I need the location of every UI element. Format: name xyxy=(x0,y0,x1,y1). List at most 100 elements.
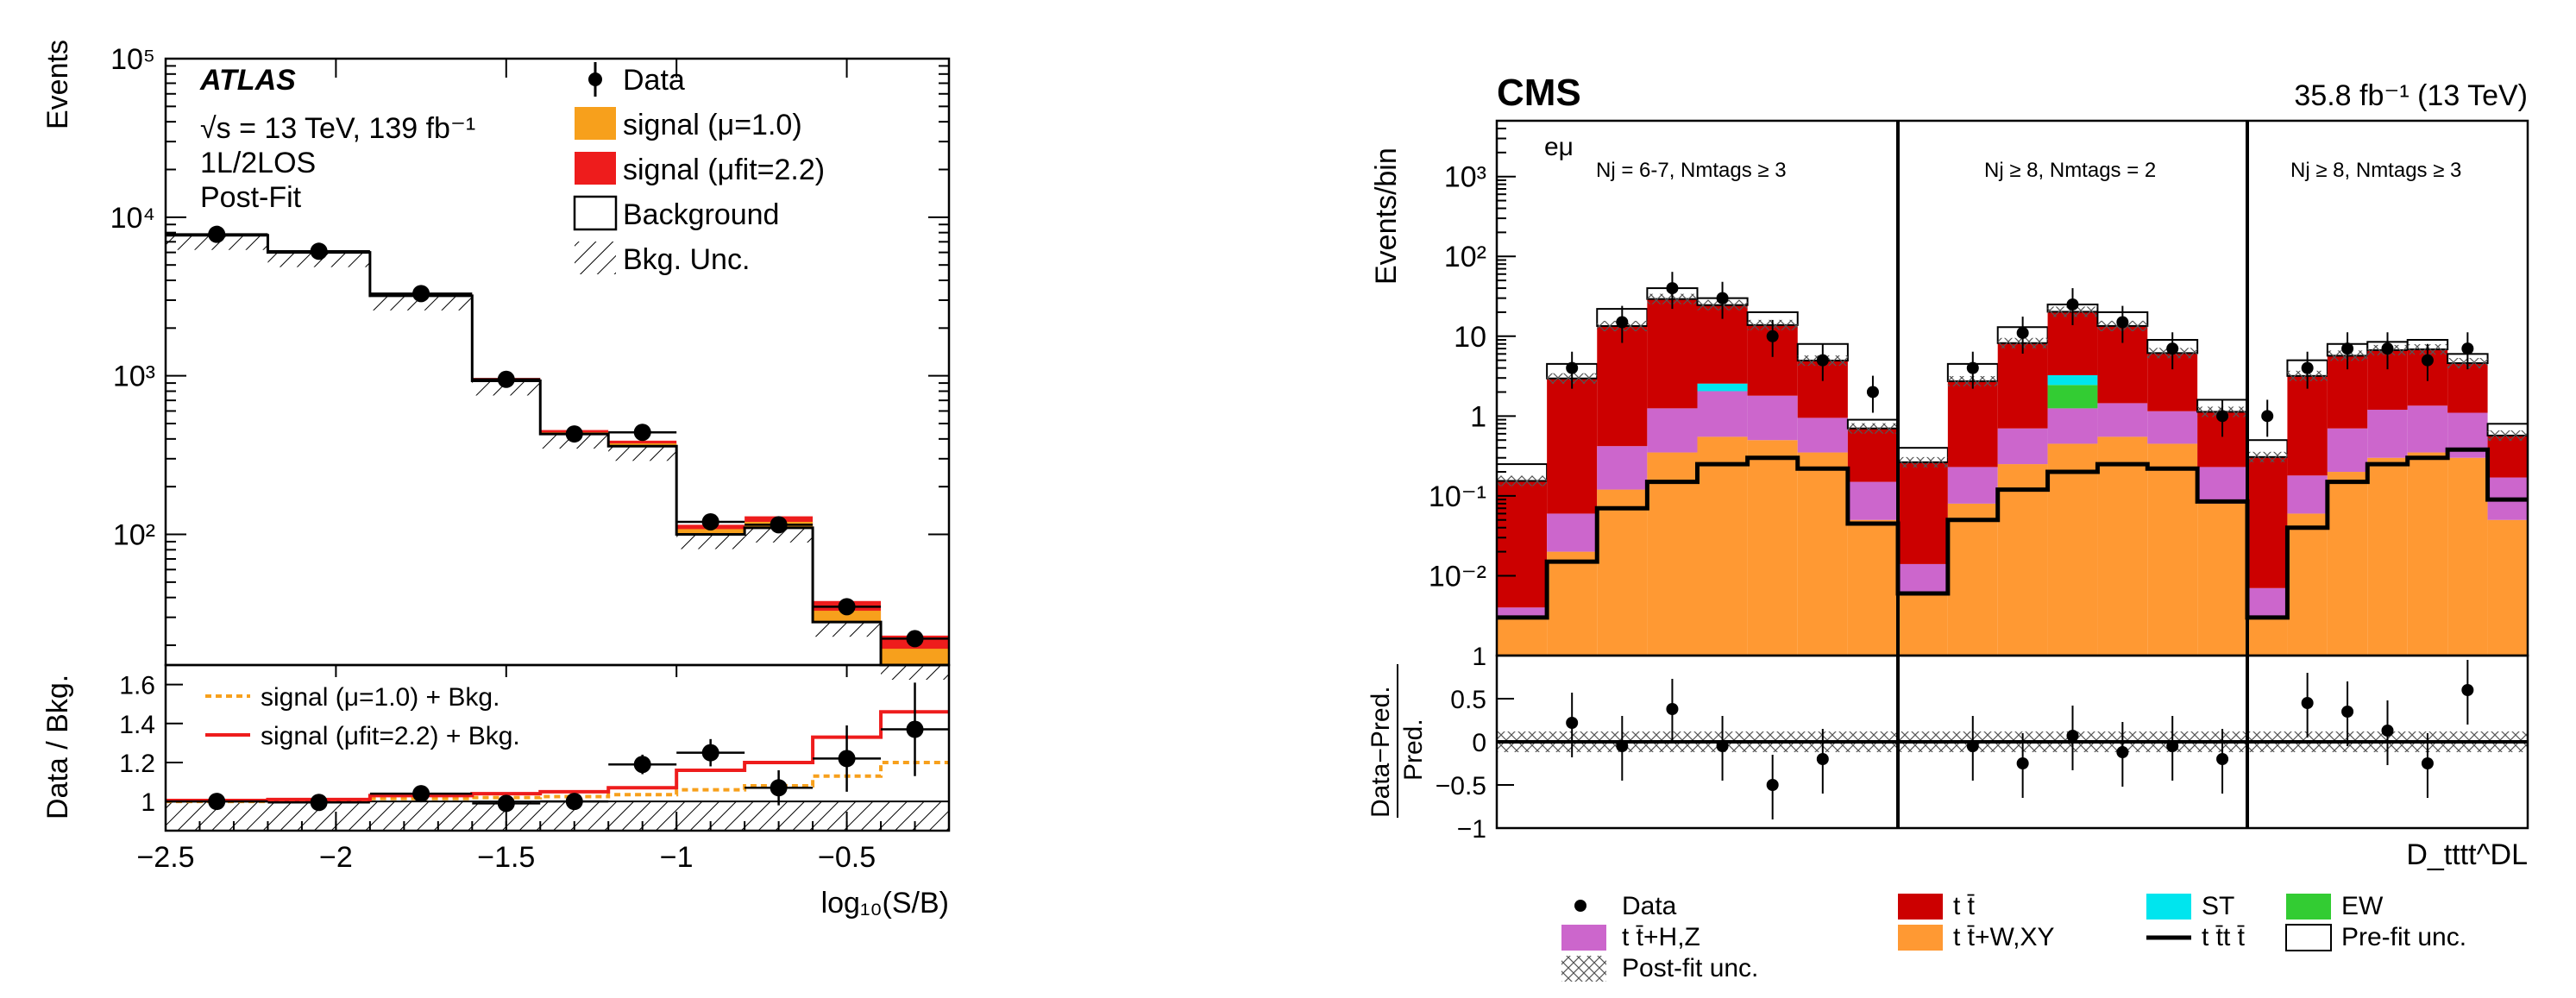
cms-legend-ttwxy-swatch xyxy=(1898,925,1943,951)
atlas-ratio-data-point xyxy=(633,756,651,774)
cms-ttwxy-bar xyxy=(1497,617,1548,656)
atlas-ratio-frame xyxy=(164,663,951,832)
cms-y-tick-label: 10⁻¹ xyxy=(1429,480,1486,513)
atlas-signal-mu1-bar xyxy=(813,611,882,623)
cms-ttwxy-bar xyxy=(1697,436,1748,656)
cms-legend-ew: EW xyxy=(2341,892,2384,920)
atlas-fit-state-label: Post-Fit xyxy=(200,181,302,214)
atlas-bkg-unc-band xyxy=(813,621,882,637)
atlas-ratio-legend-mu1: signal (μ=1.0) + Bkg. xyxy=(261,683,499,712)
cms-legend-tttt: t t̄t t̄ xyxy=(2202,923,2246,951)
cms-ttbar-bar xyxy=(1847,428,1898,482)
cms-ttwxy-bar xyxy=(1547,551,1598,656)
cms-ttwxy-bar xyxy=(1847,519,1898,656)
cms-ratio-data-point xyxy=(1766,779,1779,791)
cms-ttwxy-bar xyxy=(2287,513,2328,656)
cms-ratio-data-point xyxy=(2166,740,2179,752)
atlas-y-tick-label: 10³ xyxy=(113,361,155,393)
atlas-data-point xyxy=(838,598,856,616)
atlas-data-point xyxy=(565,425,583,443)
cms-postfit-unc-band xyxy=(1847,423,1898,434)
cms-ttwxy-bar xyxy=(2047,443,2098,656)
atlas-experiment-label: ATLAS xyxy=(199,64,296,97)
cms-tthz-bar xyxy=(1697,391,1748,437)
cms-ttwxy-bar xyxy=(2407,452,2448,656)
cms-ratio-data-point xyxy=(2016,757,2029,769)
cms-ratio-data-point xyxy=(2381,725,2394,737)
atlas-energy-label: √s = 13 TeV, 139 fb⁻¹ xyxy=(200,112,475,145)
cms-legend-postfit: Post-fit unc. xyxy=(1622,954,1758,982)
cms-data-point xyxy=(1566,361,1579,374)
cms-ratio-data-point xyxy=(2341,706,2354,718)
atlas-legend-bkg-unc-swatch xyxy=(575,242,616,274)
cms-tthz-bar xyxy=(2047,408,2098,444)
cms-ttwxy-bar xyxy=(2367,457,2408,656)
atlas-data-point xyxy=(412,285,430,303)
atlas-y-tick-label: 10⁵ xyxy=(110,43,155,76)
cms-data-point xyxy=(2301,361,2314,374)
cms-ratio-y-tick-label: 1 xyxy=(1472,643,1486,671)
atlas-legend-background: Background xyxy=(623,198,779,231)
atlas-legend-data: Data xyxy=(623,64,685,97)
atlas-legend-data-marker xyxy=(588,72,602,86)
cms-ttbar-bar xyxy=(1647,298,1698,409)
cms-ratio-data-point xyxy=(1816,753,1829,765)
cms-data-point xyxy=(1716,292,1729,304)
cms-y-tick-label: 10⁻² xyxy=(1429,560,1486,593)
atlas-x-tick-label: −0.5 xyxy=(818,841,876,874)
cms-data-point xyxy=(1616,316,1629,329)
atlas-data-point xyxy=(310,242,328,260)
cms-ttwxy-bar xyxy=(1647,452,1698,656)
atlas-y-tick-label: 10⁴ xyxy=(110,202,155,235)
cms-y-tick-label: 10² xyxy=(1444,241,1486,273)
cms-ttbar-bar xyxy=(2287,375,2328,476)
atlas-x-tick-label: −1 xyxy=(660,841,694,874)
cms-y-tick-label: 1 xyxy=(1470,400,1486,433)
cms-legend-prefit-swatch xyxy=(2285,924,2332,951)
atlas-ratio-mufit-line xyxy=(166,710,949,802)
cms-ttwxy-bar xyxy=(1797,452,1848,656)
cms-ttbar-bar xyxy=(1997,342,2048,429)
atlas-signal-mu1-bar xyxy=(608,443,677,447)
cms-ttwxy-bar xyxy=(1947,503,1998,656)
atlas-legend-signal-mufit-swatch xyxy=(575,152,616,185)
cms-tthz-bar xyxy=(2197,467,2247,504)
atlas-panel: 10² 10³ 10⁴ 10⁵ −2.5 −2 −1.5 −1 −0.5 1 1.2 1.4 1.6 E… xyxy=(41,40,951,920)
cms-region-label-2: Nj ≥ 8, Nmtags = 2 xyxy=(1984,159,2156,182)
atlas-legend-signal-mu1-swatch xyxy=(575,107,616,140)
cms-data-point xyxy=(1816,354,1829,367)
cms-legend-data: Data xyxy=(1622,892,1677,920)
cms-legend-ttbar: t t̄ xyxy=(1953,892,1976,920)
cms-tttt-line xyxy=(1497,447,2528,620)
cms-postfit-unc-band xyxy=(2487,430,2528,441)
cms-postfit-unc-band xyxy=(1497,475,1548,486)
atlas-ratio-data-point xyxy=(208,793,226,811)
cms-ttwxy-bar xyxy=(2327,472,2368,656)
atlas-data-point xyxy=(906,630,924,648)
atlas-ratio-y-tick-label: 1 xyxy=(141,788,155,817)
cms-postfit-unc-band xyxy=(1898,456,1948,468)
atlas-ratio-y-tick-label: 1.2 xyxy=(119,750,155,778)
cms-data-point xyxy=(1766,330,1779,342)
cms-ttwxy-bar xyxy=(2447,457,2488,656)
cms-data-point xyxy=(2166,342,2179,355)
cms-ratio-data-point xyxy=(2301,697,2314,709)
cms-ratio-data-point xyxy=(2216,753,2229,765)
cms-ttbar-bar xyxy=(2447,363,2488,413)
cms-tthz-bar xyxy=(1947,467,1998,504)
cms-data-point xyxy=(2261,410,2274,423)
cms-legend-tthz: t t̄+H,Z xyxy=(1622,923,1700,951)
cms-ratio-data-point xyxy=(1966,740,1979,752)
atlas-ratio-data-point xyxy=(770,779,788,797)
cms-tthz-bar xyxy=(1797,417,1848,453)
cms-legend-ttwxy: t t̄+W,XY xyxy=(1953,923,2055,951)
cms-ttbar-bar xyxy=(1547,378,1598,514)
cms-tthz-bar xyxy=(2247,587,2288,618)
cms-ttbar-bar xyxy=(1497,480,1548,608)
cms-data-point xyxy=(2216,410,2229,423)
cms-ttwxy-bar xyxy=(2247,617,2288,656)
cms-data-point xyxy=(2016,326,2029,339)
cms-ratio-data-point xyxy=(2066,730,2079,742)
atlas-bkg-unc-band xyxy=(881,664,949,680)
cms-ratio-data-point xyxy=(1616,740,1629,752)
